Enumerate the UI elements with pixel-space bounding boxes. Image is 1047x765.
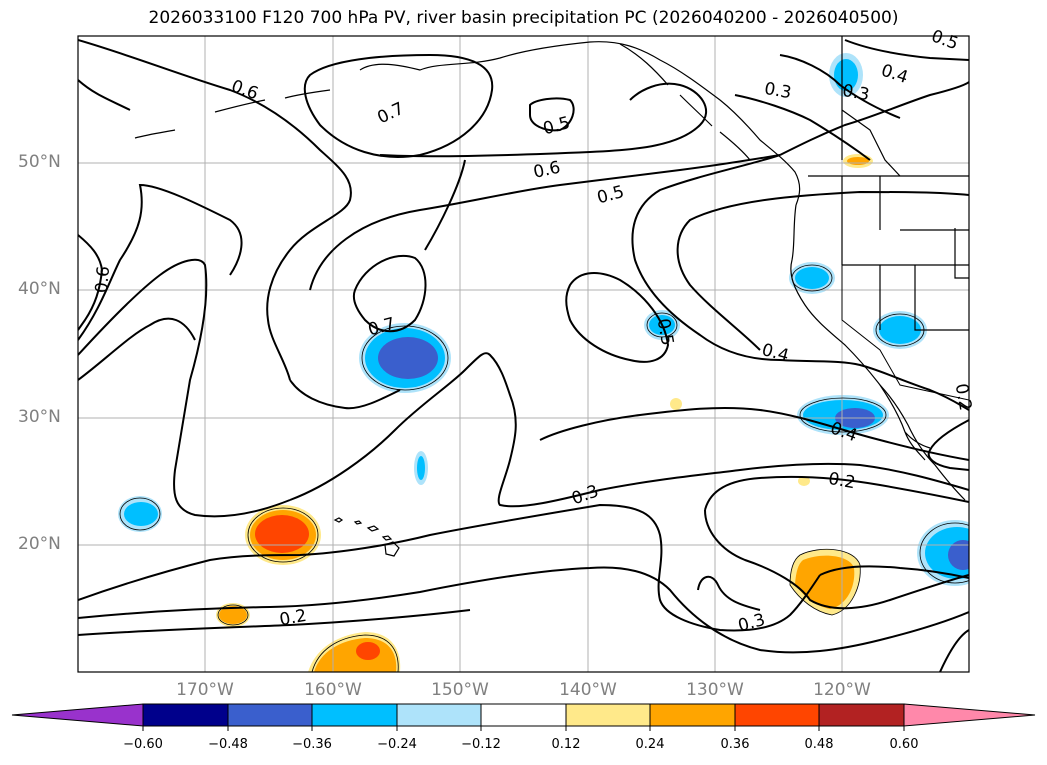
- contour-label: 0.5: [541, 113, 572, 139]
- pv-contour: [303, 53, 494, 158]
- pv-contour: [779, 39, 969, 119]
- colorbar-segment: [480, 703, 567, 727]
- colorbar-segment: [565, 703, 651, 727]
- colorbar-tick-label: −0.60: [123, 737, 163, 752]
- precip-negative-blob: [359, 323, 451, 393]
- colorbar-body: [142, 703, 905, 727]
- colorbar-tick-label: 0.48: [804, 737, 834, 752]
- shading-outlines: [119, 264, 969, 672]
- lon-label: 160°W: [304, 680, 362, 700]
- precip-shading: [118, 53, 969, 672]
- pv-contour: [704, 509, 969, 610]
- lat-label: 40°N: [18, 279, 61, 299]
- pv-contour: [529, 97, 575, 132]
- pv-contour: [676, 190, 969, 351]
- contour-label: 0.2: [827, 469, 857, 493]
- colorbar-tick-label: 0.36: [720, 737, 750, 752]
- colorbar-segment: [649, 703, 736, 727]
- precip-positive-blob: [308, 632, 401, 672]
- colorbar-segment: [734, 703, 820, 727]
- lon-label: 150°W: [431, 680, 489, 700]
- colorbar-tick-label: 0.12: [551, 737, 581, 752]
- pv-contour: [78, 566, 969, 654]
- pv-contour: [424, 159, 466, 251]
- contour-label: 0.6: [532, 158, 563, 183]
- pv-contour: [939, 629, 969, 672]
- pv-contour: [289, 352, 969, 508]
- lat-label: 20°N: [18, 534, 61, 554]
- contour-label: 0.6: [92, 265, 114, 294]
- colorbar-tick-label: −0.48: [208, 737, 248, 752]
- pv-contour: [779, 81, 969, 156]
- contour-label: 0.4: [760, 340, 791, 366]
- lon-label: 140°W: [559, 680, 617, 700]
- contour-label: 0.7: [374, 99, 407, 129]
- pv-contour: [78, 234, 104, 331]
- pv-contour: [78, 39, 352, 381]
- colorbar-tick-label: −0.12: [461, 737, 501, 752]
- contour-label: 0.5: [595, 182, 626, 208]
- pv-contour: [78, 79, 401, 410]
- contour-label: 0.3: [841, 81, 871, 105]
- pv-contour: [631, 154, 969, 411]
- colorbar: [11, 703, 1036, 731]
- colorbar-extend-max: [903, 703, 1036, 727]
- colorbar-tick-label: −0.36: [292, 737, 332, 752]
- contour-label: 0.2: [951, 382, 975, 412]
- pv-contour: [819, 565, 969, 579]
- contour-label: 0.3: [736, 610, 767, 636]
- pv-contour: [734, 94, 871, 161]
- pv-contour: [697, 575, 761, 611]
- colorbar-extend-min: [11, 703, 144, 727]
- precip-positive-blob: [245, 505, 321, 565]
- pv-contour: [78, 258, 291, 518]
- colorbar-segment: [142, 703, 229, 727]
- colorbar-segment: [227, 703, 313, 727]
- pv-contours: [78, 39, 969, 672]
- precip-negative-blob: [917, 520, 969, 586]
- contour-label: 0.5: [653, 317, 677, 347]
- lon-label: 120°W: [813, 680, 871, 700]
- pv-contour: [539, 406, 969, 461]
- colorbar-segment: [311, 703, 398, 727]
- pv-contour: [379, 82, 707, 158]
- contour-label: 0.5: [929, 26, 961, 54]
- lon-label: 130°W: [686, 680, 744, 700]
- colorbar-tick-label: 0.60: [889, 737, 919, 752]
- map-frame: [77, 35, 970, 673]
- pv-contour: [309, 154, 781, 291]
- contour-label: 0.6: [229, 76, 261, 104]
- pv-contour: [352, 254, 427, 333]
- map-title: 2026033100 F120 700 hPa PV, river basin …: [148, 8, 899, 28]
- pv-contour: [78, 183, 243, 341]
- pv-contour: [565, 272, 670, 363]
- lat-label: 30°N: [18, 407, 61, 427]
- lat-label: 50°N: [18, 152, 61, 172]
- pv-contour: [78, 503, 821, 632]
- colorbar-tick-label: 0.24: [635, 737, 665, 752]
- lon-label: 170°W: [176, 680, 234, 700]
- colorbar-tick-label: −0.24: [377, 737, 417, 752]
- colorbar-segment: [818, 703, 905, 727]
- precip-negative-blob: [118, 496, 162, 532]
- pv-contour: [927, 419, 969, 471]
- contour-label: 0.2: [278, 606, 308, 630]
- pv-contour: [704, 475, 969, 511]
- contour-label: 0.4: [879, 61, 911, 88]
- pv-contour: [78, 317, 196, 381]
- colorbar-segment: [396, 703, 482, 727]
- pv-contour: [78, 609, 471, 636]
- contour-label: 0.3: [763, 79, 793, 103]
